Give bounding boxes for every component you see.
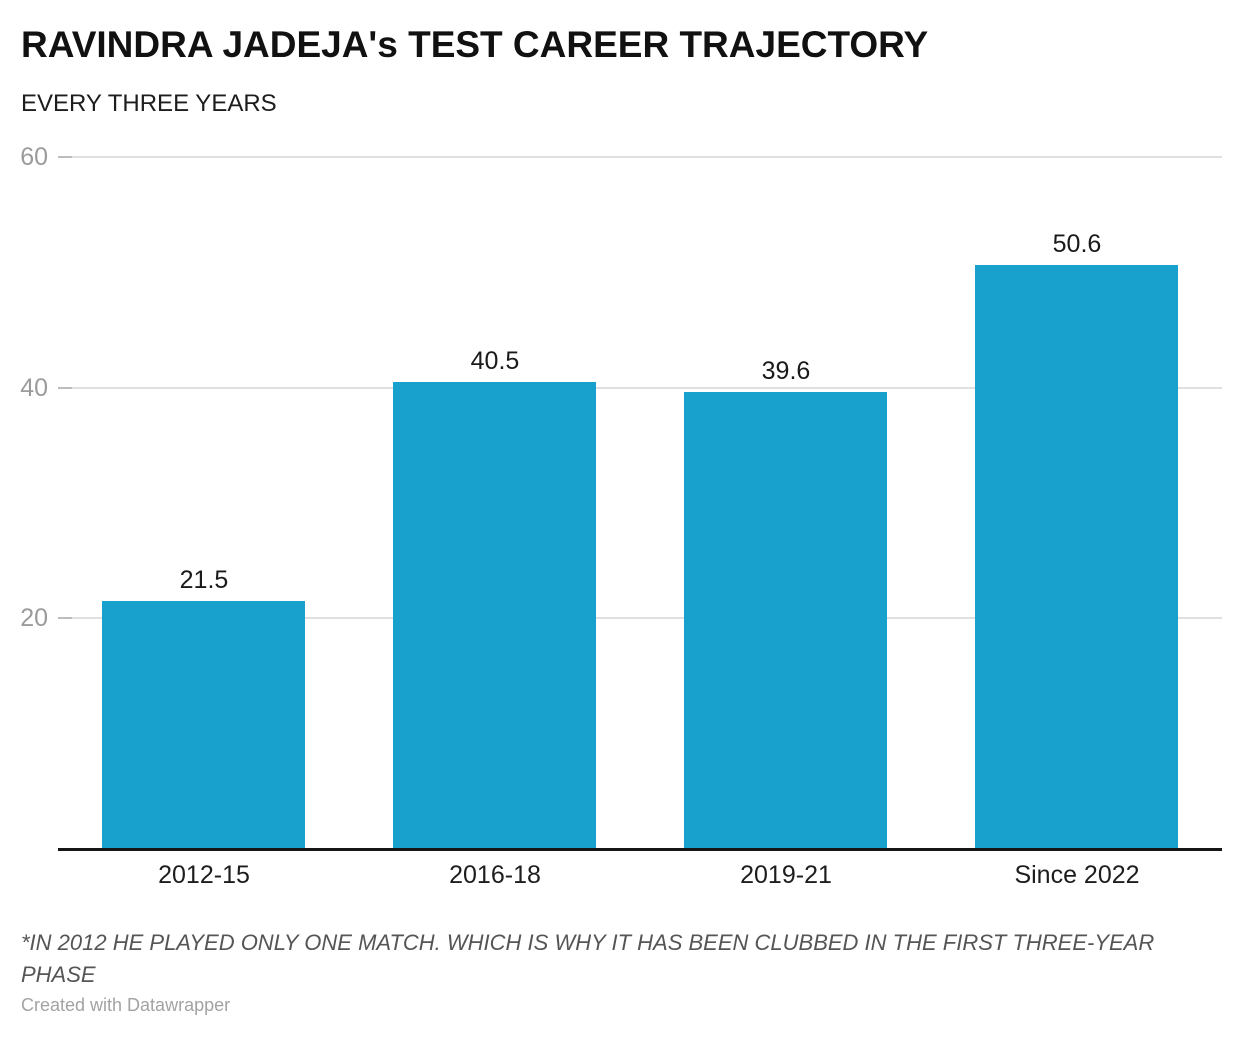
y-tick-label: 60 (20, 143, 48, 171)
bar[interactable] (684, 392, 887, 849)
x-axis-label: 2012-15 (158, 861, 250, 889)
x-axis-label: 2019-21 (740, 861, 832, 889)
bar-value-label: 40.5 (470, 347, 520, 375)
bar[interactable] (102, 601, 305, 849)
footnote: *IN 2012 HE PLAYED ONLY ONE MATCH. WHICH… (21, 930, 1155, 987)
chart-title: RAVINDRA JADEJA's TEST CAREER TRAJECTORY (21, 24, 929, 65)
bar[interactable] (975, 265, 1178, 849)
x-axis-label: Since 2022 (1014, 861, 1140, 889)
y-tick-label: 20 (20, 604, 48, 632)
datawrapper-credit[interactable]: Created with Datawrapper (21, 995, 231, 1015)
y-gridline (58, 617, 1222, 619)
y-tick-mark (58, 156, 72, 158)
chart-subtitle: EVERY THREE YEARS (21, 90, 277, 117)
y-gridline (58, 156, 1222, 158)
x-axis-line (58, 848, 1222, 851)
bar-value-label: 21.5 (179, 566, 229, 594)
y-tick-mark (58, 387, 72, 389)
x-axis-label: 2016-18 (449, 861, 541, 889)
y-gridline (58, 387, 1222, 389)
bar-value-label: 50.6 (1052, 230, 1102, 258)
y-tick-label: 40 (20, 374, 48, 402)
bar-value-label: 39.6 (761, 357, 811, 385)
bar[interactable] (393, 382, 596, 849)
y-tick-mark (58, 617, 72, 619)
